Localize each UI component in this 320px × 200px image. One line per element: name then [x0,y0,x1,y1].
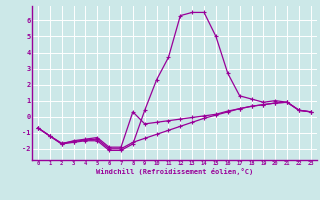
X-axis label: Windchill (Refroidissement éolien,°C): Windchill (Refroidissement éolien,°C) [96,168,253,175]
